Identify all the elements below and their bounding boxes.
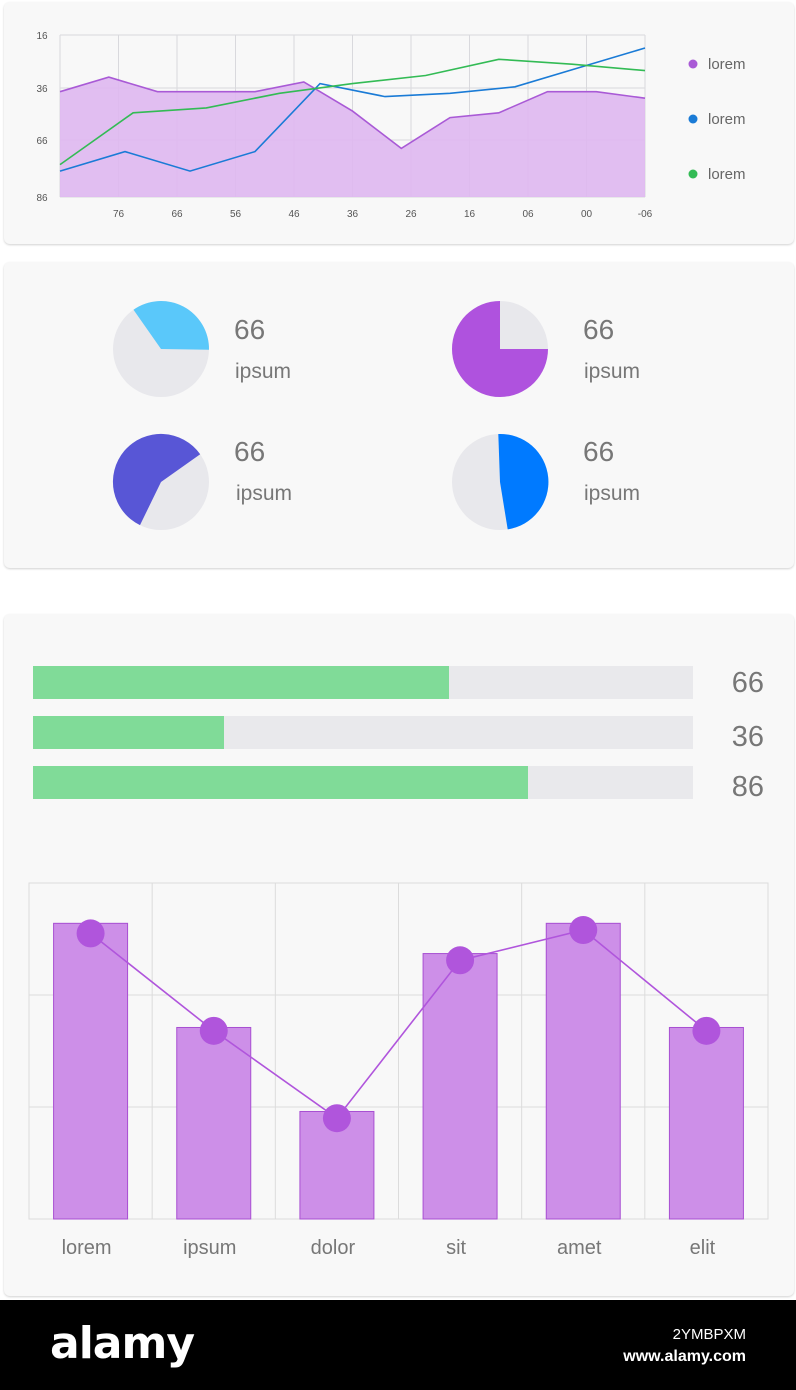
bar-lorem xyxy=(53,922,129,1220)
x-tick-label: 06 xyxy=(522,209,534,220)
bar-category-label: dolor xyxy=(311,1237,356,1259)
pie-value-1: 66 xyxy=(234,314,266,345)
x-tick-label: 26 xyxy=(405,209,417,220)
bar-category-label: elit xyxy=(690,1237,716,1259)
x-tick-label: 76 xyxy=(113,209,125,220)
pie-label-2: ipsum xyxy=(584,360,641,383)
series-line-3 xyxy=(59,58,646,166)
pie-value-3: 66 xyxy=(234,436,266,467)
pie-slice-3 xyxy=(112,433,201,526)
trend-point-amet xyxy=(569,916,598,945)
pie-value-2: 66 xyxy=(583,314,615,345)
pie-label-1: ipsum xyxy=(235,360,292,383)
progress-value-1: 66 xyxy=(731,667,764,699)
bar-category-label: ipsum xyxy=(183,1237,236,1259)
bar-sit xyxy=(422,953,498,1220)
footer-image-id: 2YMBPXM xyxy=(672,1326,746,1343)
series-line-2 xyxy=(59,47,646,172)
legend-dot-3 xyxy=(688,169,698,179)
line-chart: 16 36 66 86 76 66 56 46 36 26 16 06 00 -06 lorem lorem l… xyxy=(36,31,746,220)
progress-fill-3 xyxy=(33,766,528,799)
trend-point-elit xyxy=(692,1016,721,1045)
pie-value-4: 66 xyxy=(583,436,615,467)
x-tick-label: 56 xyxy=(230,209,242,220)
pie-chart-card: 66 ipsum 66 ipsum 66 ipsum 66 ipsum xyxy=(4,262,794,568)
progress-track-1 xyxy=(33,666,693,699)
trend-point-ipsum xyxy=(199,1016,228,1045)
pie-slice-2 xyxy=(452,301,548,397)
progress-value-2: 36 xyxy=(731,721,764,753)
legend-label-3: lorem xyxy=(708,166,746,183)
footer-logo: alamy xyxy=(50,1318,195,1369)
trend-point-dolor xyxy=(322,1104,351,1133)
bar-category-label: lorem xyxy=(62,1237,112,1259)
bar-category-label: amet xyxy=(557,1237,602,1259)
progress-track-2 xyxy=(33,716,693,749)
progress-fill-2 xyxy=(33,716,225,749)
bar-amet xyxy=(545,922,621,1220)
footer-url: www.alamy.com xyxy=(623,1348,746,1365)
pie-charts xyxy=(112,301,549,530)
bar-trend-line xyxy=(90,929,707,1120)
watermark-footer: alamy 2YMBPXM www.alamy.com xyxy=(0,1300,796,1390)
y-tick-label: 66 xyxy=(36,136,48,147)
x-tick-label: 46 xyxy=(288,209,300,220)
legend-dot-1 xyxy=(688,59,698,69)
x-tick-label: -06 xyxy=(638,209,653,220)
legend-label-2: lorem xyxy=(708,111,746,128)
x-tick-label: 00 xyxy=(581,209,593,220)
pie-label-4: ipsum xyxy=(584,482,641,505)
pie-slice-1 xyxy=(133,301,210,350)
progress-fill-1 xyxy=(33,666,449,699)
legend-label-1: lorem xyxy=(708,56,746,73)
y-tick-label: 16 xyxy=(36,31,48,42)
trend-point-sit xyxy=(446,946,475,975)
footer-info: 2YMBPXM www.alamy.com xyxy=(623,1324,746,1368)
trend-point-lorem xyxy=(76,919,105,948)
pie-label-3: ipsum xyxy=(236,482,293,505)
x-tick-label: 36 xyxy=(347,209,359,220)
y-tick-label: 36 xyxy=(36,84,48,95)
line-chart-card: 16 36 66 86 76 66 56 46 36 26 16 06 00 -06 lorem lorem l… xyxy=(4,2,794,244)
progress-value-3: 86 xyxy=(731,771,764,803)
bar-chart: lorem ipsum dolor sit amet elit xyxy=(28,882,769,1259)
bars-card: 66 36 86 lorem ipsum dolor sit amet elit xyxy=(4,614,794,1296)
x-tick-label: 66 xyxy=(171,209,183,220)
series-line-1 xyxy=(59,76,646,150)
pie-slice-4 xyxy=(498,433,549,530)
x-tick-label: 16 xyxy=(464,209,476,220)
bar-elit xyxy=(668,1026,744,1220)
legend-dot-2 xyxy=(688,114,698,124)
bar-ipsum xyxy=(176,1026,252,1220)
y-tick-label: 86 xyxy=(36,193,48,204)
progress-track-3 xyxy=(33,766,693,799)
bar-category-label: sit xyxy=(446,1237,466,1259)
